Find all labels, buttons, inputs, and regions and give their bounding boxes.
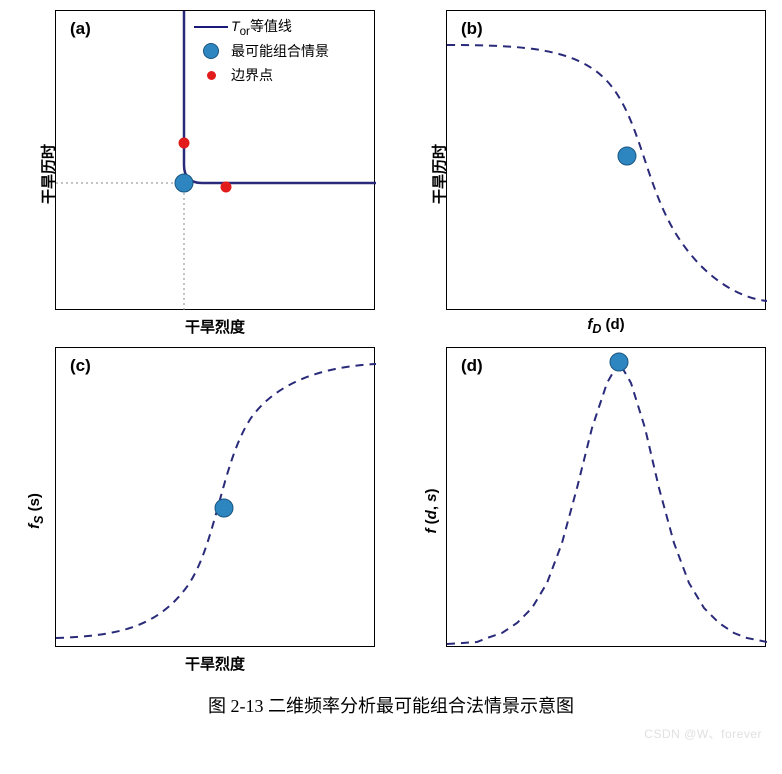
red-marker-1: [179, 138, 190, 149]
chart-grid: 干旱历时 (a) Tor等值线 最可能组合情景 边界点: [10, 10, 772, 674]
panel-b: 干旱历时 (b) fD (d): [401, 10, 772, 337]
panel-d: f (d, s) (d): [401, 347, 772, 674]
panel-c: fS (s) (c) 干旱烈度: [10, 347, 381, 674]
curve-b: [447, 45, 767, 301]
red-marker-2: [221, 182, 232, 193]
panel-d-svg: [447, 348, 767, 648]
panel-c-svg: [56, 348, 376, 648]
legend-blue-icon: [203, 43, 219, 59]
figure-caption: 图 2-13 二维频率分析最可能组合法情景示意图: [10, 692, 772, 718]
panel-c-xlabel: 干旱烈度: [55, 653, 375, 674]
legend-text-3: 边界点: [231, 65, 273, 85]
blue-marker-a: [175, 174, 193, 192]
panel-c-ylabel: fS (s): [26, 493, 46, 529]
panel-a-label: (a): [70, 19, 91, 39]
curve-c: [56, 364, 376, 638]
panel-b-svg: [447, 11, 767, 311]
panel-b-label: (b): [461, 19, 483, 39]
legend-line-icon: [194, 26, 228, 28]
panel-b-xlabel: fD (d): [446, 316, 766, 336]
legend-row-line: Tor等值线: [191, 17, 329, 37]
panel-a: 干旱历时 (a) Tor等值线 最可能组合情景 边界点: [10, 10, 381, 337]
blue-marker-d: [610, 353, 628, 371]
panel-d-chart: (d): [446, 347, 766, 647]
legend-row-blue: 最可能组合情景: [191, 41, 329, 61]
legend-row-red: 边界点: [191, 65, 329, 85]
panel-a-legend: Tor等值线 最可能组合情景 边界点: [191, 17, 329, 89]
panel-d-label: (d): [461, 356, 483, 376]
panel-a-xlabel: 干旱烈度: [55, 316, 375, 337]
panel-b-chart: (b): [446, 10, 766, 310]
blue-marker-c: [215, 499, 233, 517]
legend-text-1: Tor等值线: [231, 16, 292, 38]
panel-d-xlabel: [446, 653, 766, 670]
watermark: CSDN @W、forever: [644, 725, 762, 742]
panel-d-ylabel: f (d, s): [423, 488, 440, 533]
panel-c-label: (c): [70, 356, 91, 376]
blue-marker-b: [618, 147, 636, 165]
curve-d: [447, 362, 767, 644]
panel-c-chart: (c): [55, 347, 375, 647]
legend-text-2: 最可能组合情景: [231, 41, 329, 61]
legend-red-icon: [207, 71, 216, 80]
panel-a-chart: (a) Tor等值线 最可能组合情景 边界点: [55, 10, 375, 310]
